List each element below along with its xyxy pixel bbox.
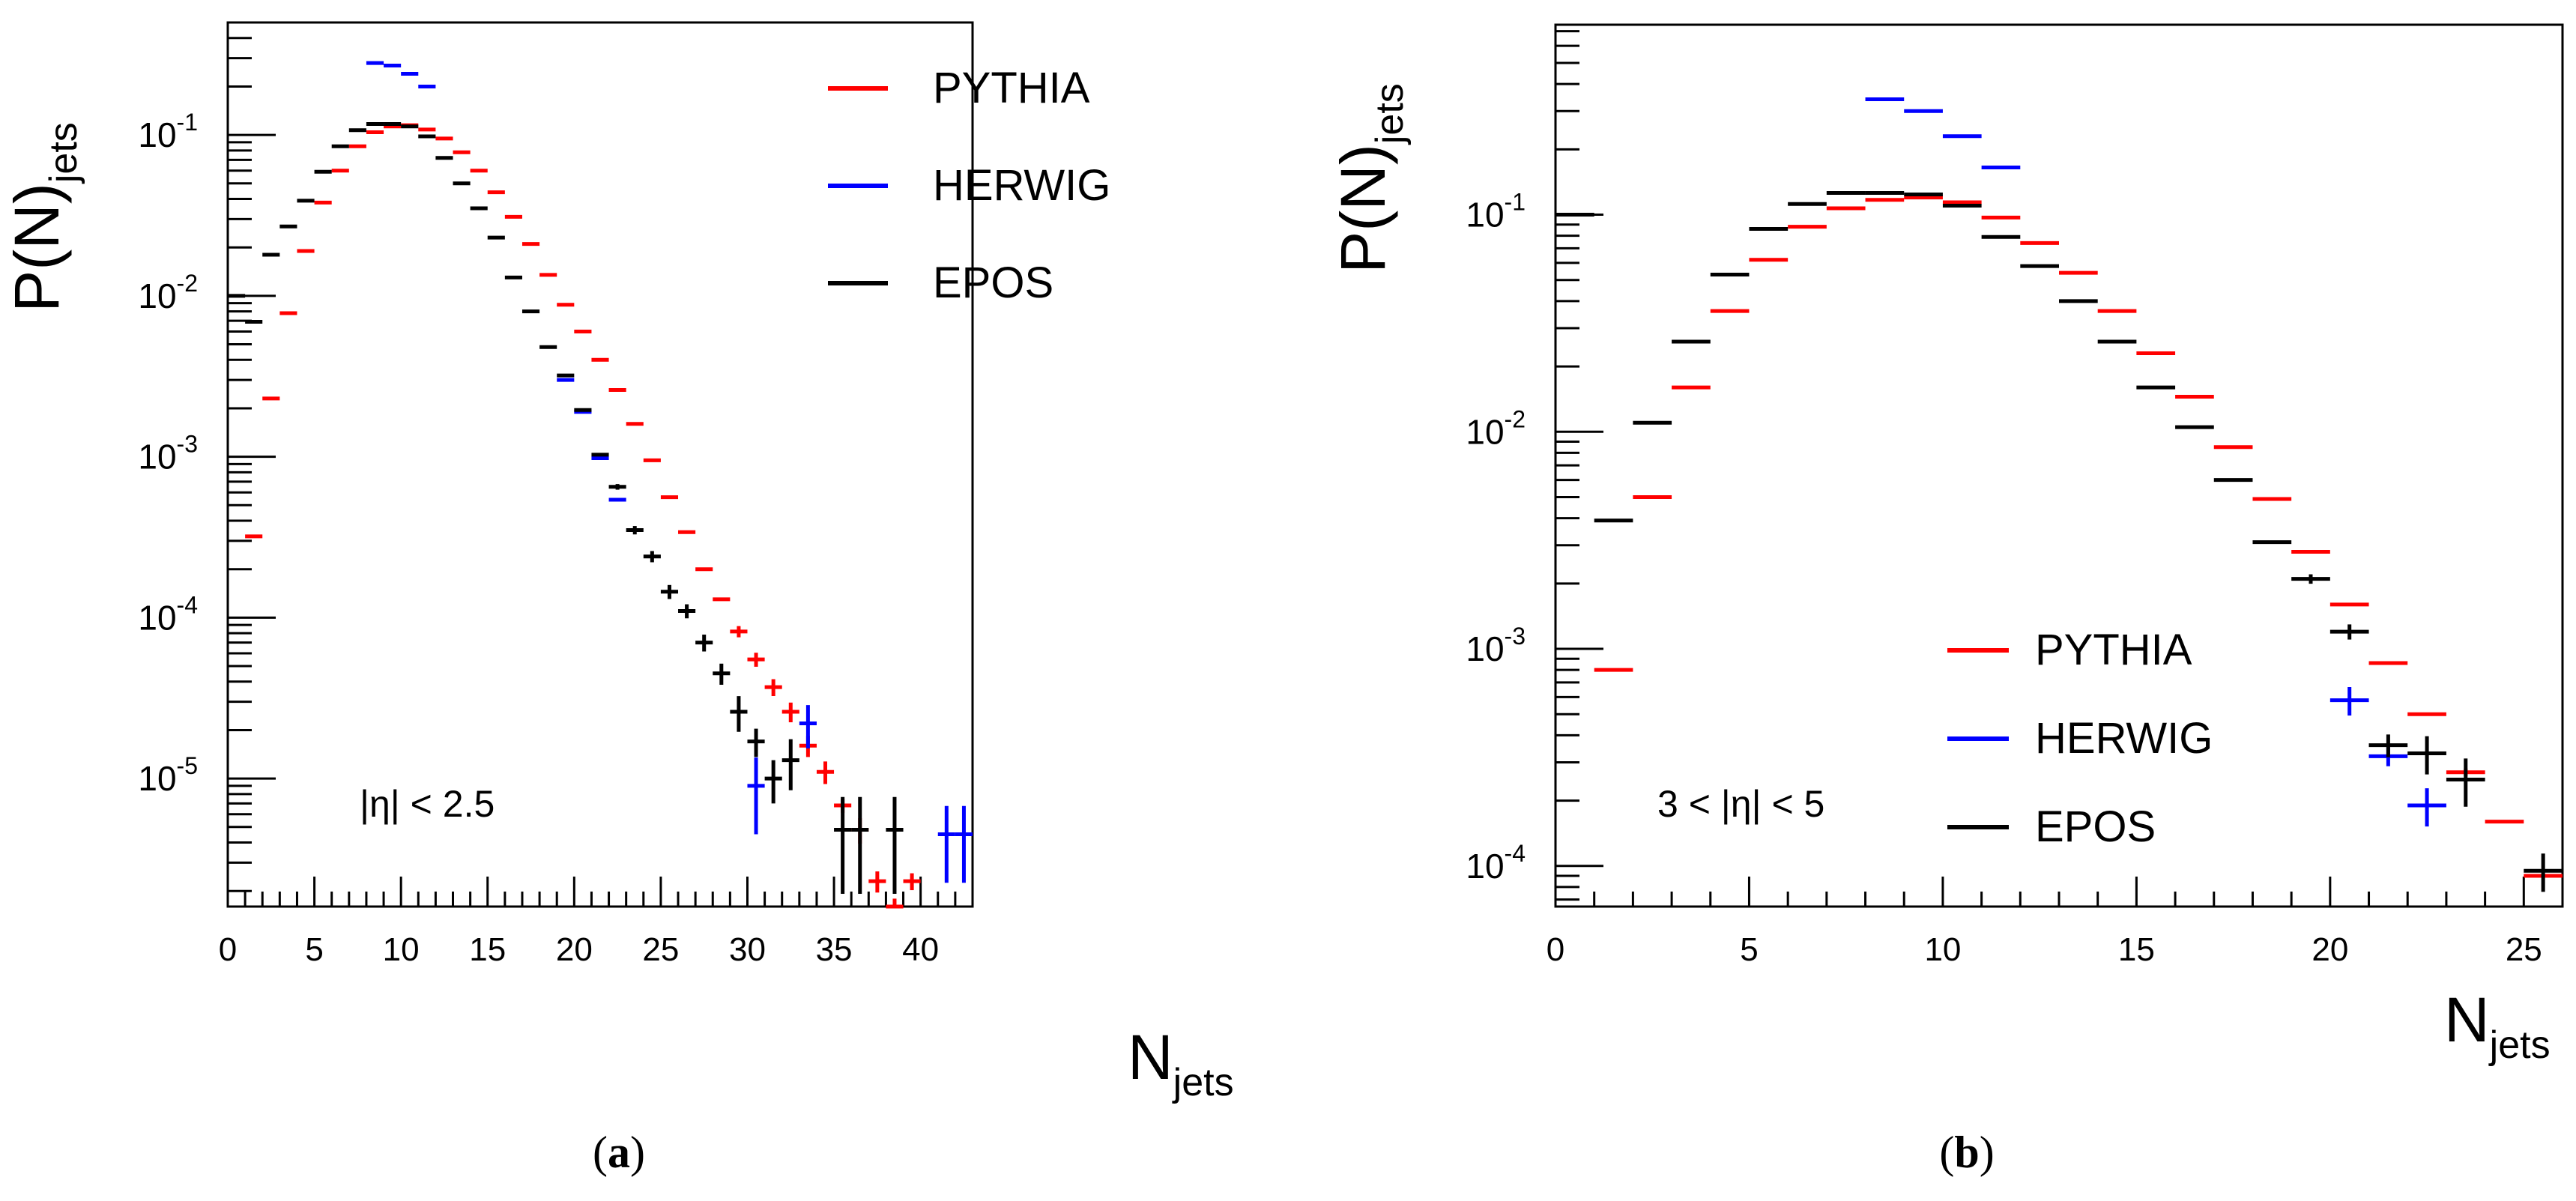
x-axis-label: Njets (2444, 984, 2551, 1067)
data-point (955, 805, 973, 883)
data-point (2329, 624, 2369, 640)
y-tick-label: 10-4 (138, 591, 198, 637)
chart-panel-a: 10-5 10-4 10-3 10-2 10-1 0 5 10 15 20 25 30 35 40 P(N)… (1, 21, 1234, 1177)
y-tick-label: 10-2 (138, 270, 198, 315)
data-point (678, 604, 696, 619)
data-point (730, 696, 748, 732)
y-axis-label: P(N)jets (1328, 83, 1412, 273)
x-tick-label: 15 (2118, 931, 2155, 968)
x-axis-label: Njets (1128, 1022, 1234, 1104)
data-point (2329, 687, 2369, 716)
data-point (730, 626, 748, 638)
x-tick-label: 15 (469, 931, 506, 968)
data-point (2524, 853, 2563, 892)
legend-label: EPOS (2035, 802, 2156, 851)
panel-caption: (b) (1939, 1128, 1994, 1177)
legend: PYTHIA HERWIG EPOS (828, 64, 1110, 307)
data-point (799, 705, 817, 748)
series-pythia (245, 123, 921, 909)
legend-label: HERWIG (933, 161, 1110, 210)
y-axis-label: P(N)jets (1, 122, 85, 312)
x-tick-label: 40 (902, 931, 939, 968)
data-point (608, 484, 626, 490)
x-tick-label: 0 (1546, 931, 1564, 968)
y-tick-label: 10-3 (138, 431, 198, 477)
y-tick-label: 10-4 (1466, 840, 1526, 886)
legend: PYTHIA HERWIG EPOS (1947, 626, 2213, 851)
data-point (781, 739, 799, 790)
data-point (747, 757, 765, 835)
data-point (886, 898, 904, 909)
data-point (834, 796, 852, 894)
data-point (886, 796, 904, 894)
x-tick-label: 25 (2506, 931, 2542, 968)
data-point (868, 871, 886, 893)
data-point (937, 805, 955, 883)
data-point (764, 679, 782, 696)
legend-label: PYTHIA (933, 64, 1090, 112)
x-tick-label: 10 (383, 931, 420, 968)
data-point (695, 635, 713, 652)
y-tick-label: 10-5 (138, 752, 198, 798)
panel-caption: (a) (593, 1128, 645, 1177)
eta-range-annotation: 3 < |η| < 5 (1657, 783, 1824, 825)
data-point (643, 551, 661, 563)
data-point (713, 663, 731, 685)
data-point (747, 728, 765, 757)
data-point (2407, 736, 2446, 775)
data-point (626, 526, 644, 535)
series-pythia (1594, 196, 2563, 878)
x-tick-label: 10 (1924, 931, 1961, 968)
y-tick-label: 10-1 (138, 109, 198, 154)
data-point (747, 653, 765, 667)
legend-item-pythia: PYTHIA (828, 64, 1090, 112)
x-tick-label: 20 (2312, 931, 2348, 968)
series-herwig (366, 61, 973, 883)
legend-item-pythia: PYTHIA (1947, 626, 2192, 674)
legend-label: PYTHIA (2035, 626, 2192, 674)
legend-item-epos: EPOS (828, 258, 1053, 307)
x-tick-label: 30 (729, 931, 766, 968)
x-tick-label: 0 (219, 931, 237, 968)
y-tick-label: 10-3 (1466, 623, 1526, 668)
x-tick-label: 5 (305, 931, 323, 968)
data-point (660, 584, 679, 599)
data-point (851, 796, 869, 894)
data-point (2446, 758, 2485, 807)
data-point (781, 702, 799, 723)
x-tick-label: 35 (816, 931, 853, 968)
data-point (2368, 734, 2408, 757)
legend-label: HERWIG (2035, 714, 2213, 763)
x-tick-label: 25 (642, 931, 679, 968)
data-point (2291, 574, 2330, 584)
chart-panel-b: 10-4 10-3 10-2 10-1 0 5 10 15 20 25 P(N)jets Njets 3… (1328, 23, 2564, 1177)
series-epos (1555, 190, 2563, 892)
data-point (903, 873, 921, 891)
legend-item-herwig: HERWIG (1947, 714, 2213, 763)
y-tick-label: 10-2 (1466, 405, 1526, 451)
series-epos (228, 121, 904, 894)
legend-item-herwig: HERWIG (828, 161, 1110, 210)
data-point (2407, 788, 2446, 827)
data-point (764, 760, 782, 804)
data-point (816, 761, 835, 784)
x-tick-label: 5 (1740, 931, 1758, 968)
legend-label: EPOS (933, 258, 1053, 307)
y-tick-label: 10-1 (1466, 189, 1526, 235)
eta-range-annotation: |η| < 2.5 (360, 783, 495, 825)
legend-item-epos: EPOS (1947, 802, 2156, 851)
x-tick-label: 20 (556, 931, 593, 968)
